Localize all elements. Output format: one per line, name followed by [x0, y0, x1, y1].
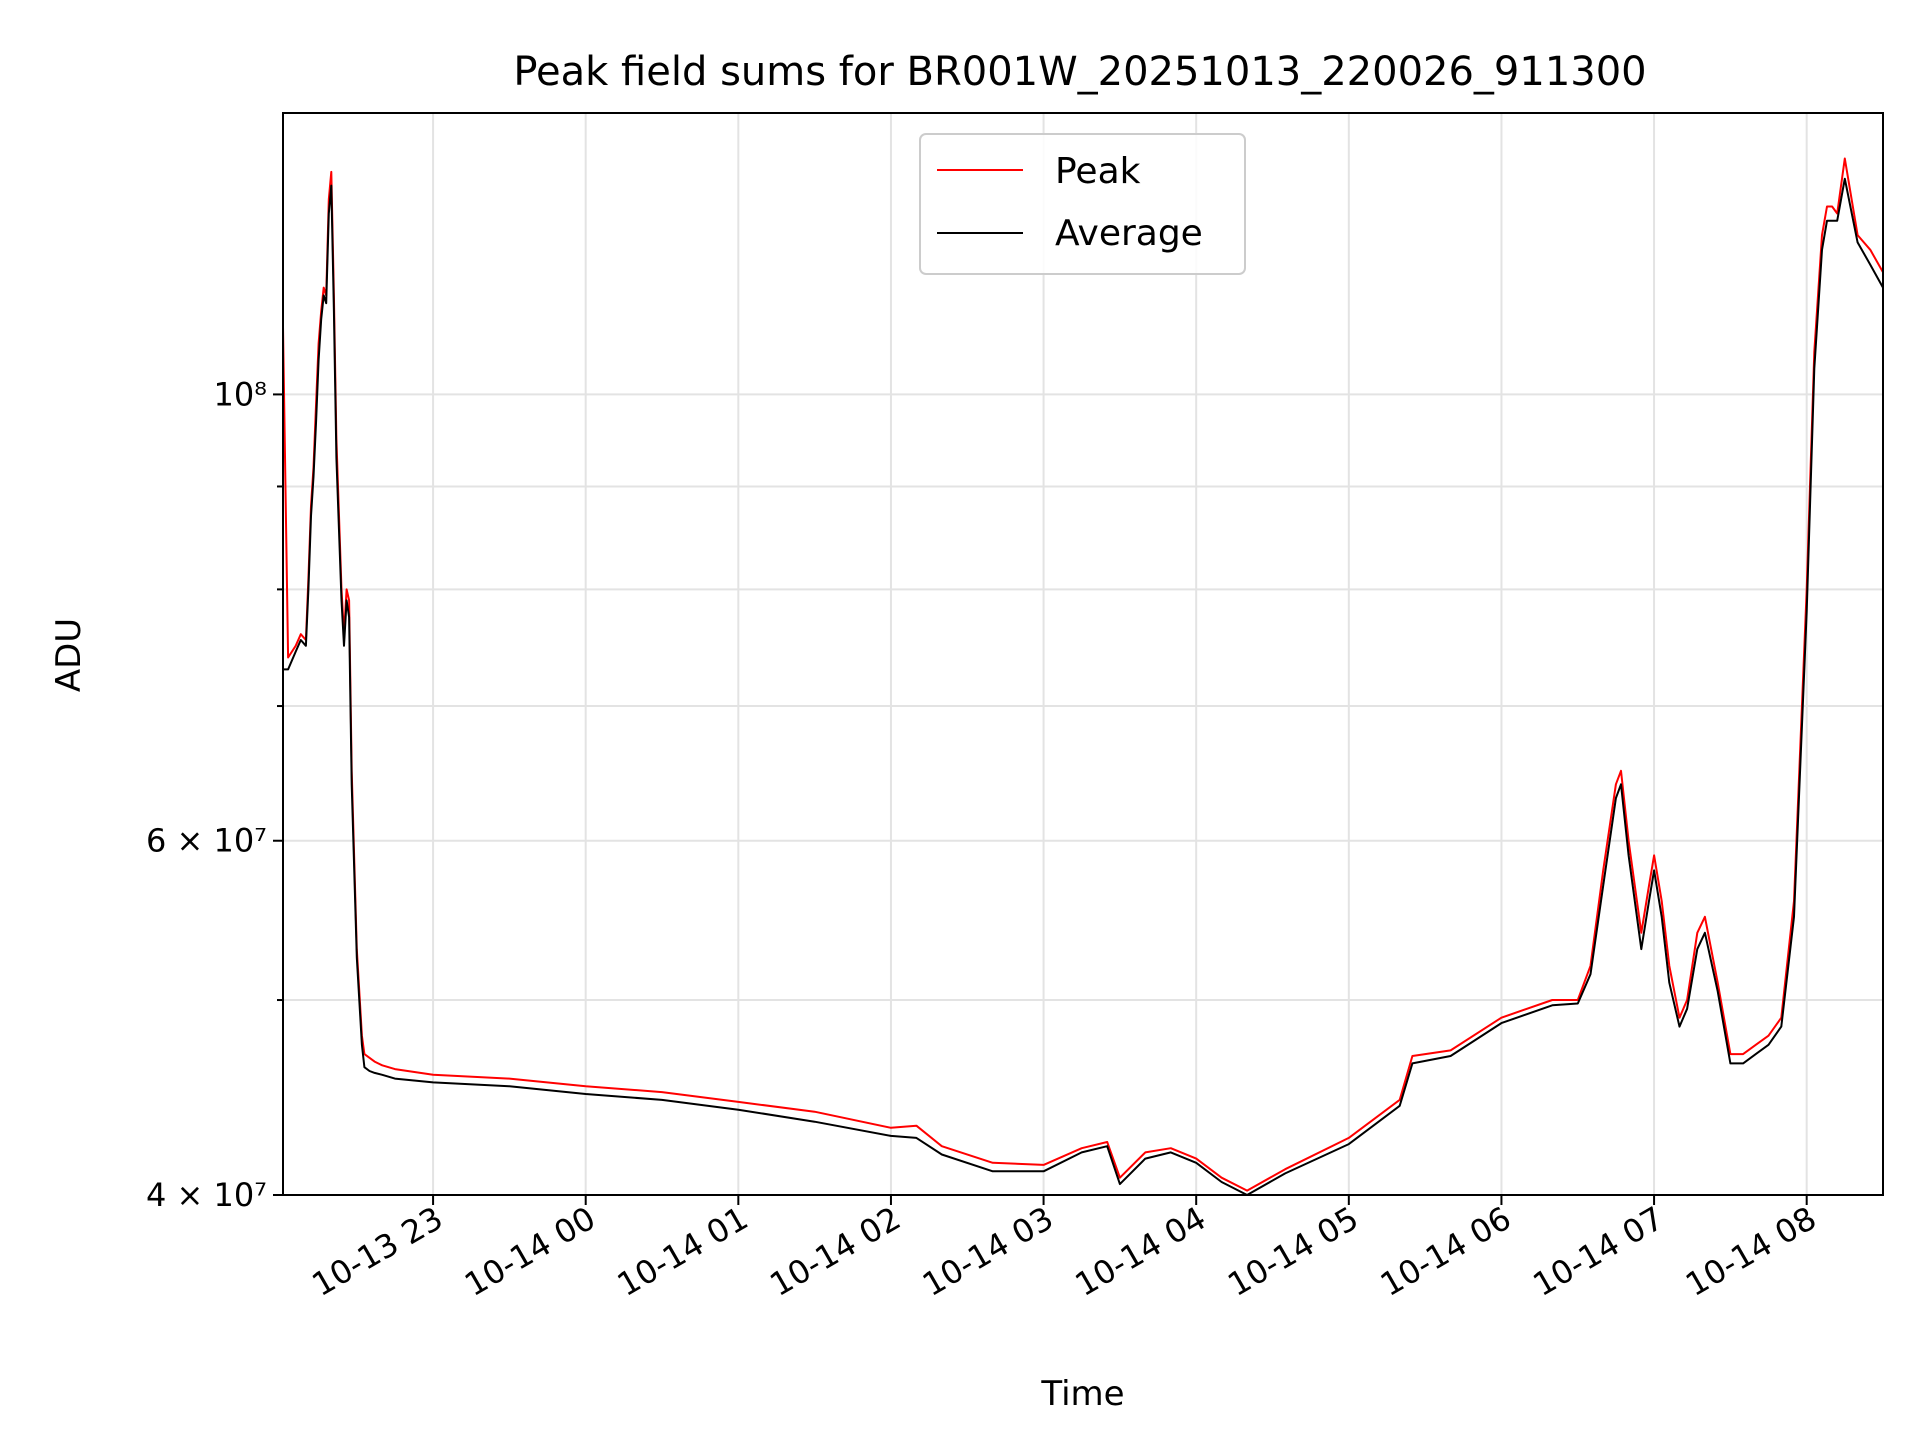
x-tick-label: 10-14 03	[916, 1199, 1060, 1304]
series-line-peak	[282, 157, 1884, 1192]
series-layer	[282, 157, 1884, 1196]
x-axis-label: Time	[1040, 1374, 1124, 1414]
y-axis: 4 × 10⁷ 6 × 10⁷ 10⁸	[146, 375, 283, 1214]
legend-label-peak: Peak	[1055, 151, 1141, 192]
series-line-average	[283, 177, 1884, 1196]
y-axis-label: ADU	[49, 618, 89, 692]
x-tick-label: 10-14 04	[1069, 1199, 1213, 1304]
legend: Peak Average	[919, 133, 1246, 275]
plot-area-frame	[282, 112, 1884, 1196]
x-tick-label: 10-14 01	[611, 1199, 755, 1304]
y-tick-label: 4 × 10⁷	[146, 1176, 267, 1214]
x-tick-label: 10-13 23	[305, 1199, 449, 1304]
x-tick-label: 10-14 00	[458, 1199, 602, 1304]
x-tick-label: 10-14 05	[1221, 1199, 1365, 1304]
x-axis: 10-13 23 10-14 00 10-14 01 10-14 02 10-14 03…	[305, 1195, 1823, 1304]
x-tick-label: 10-14 08	[1679, 1199, 1823, 1304]
x-tick-label: 10-14 07	[1526, 1199, 1670, 1304]
y-tick-label: 10⁸	[213, 375, 267, 413]
chart-title: Peak field sums for BR001W_20251013_2200…	[513, 49, 1646, 95]
x-tick-label: 10-14 02	[763, 1199, 907, 1304]
x-tick-label: 10-14 06	[1374, 1199, 1518, 1304]
grid	[283, 113, 1883, 1196]
y-tick-label: 6 × 10⁷	[146, 822, 267, 860]
legend-label-average: Average	[1055, 213, 1203, 254]
